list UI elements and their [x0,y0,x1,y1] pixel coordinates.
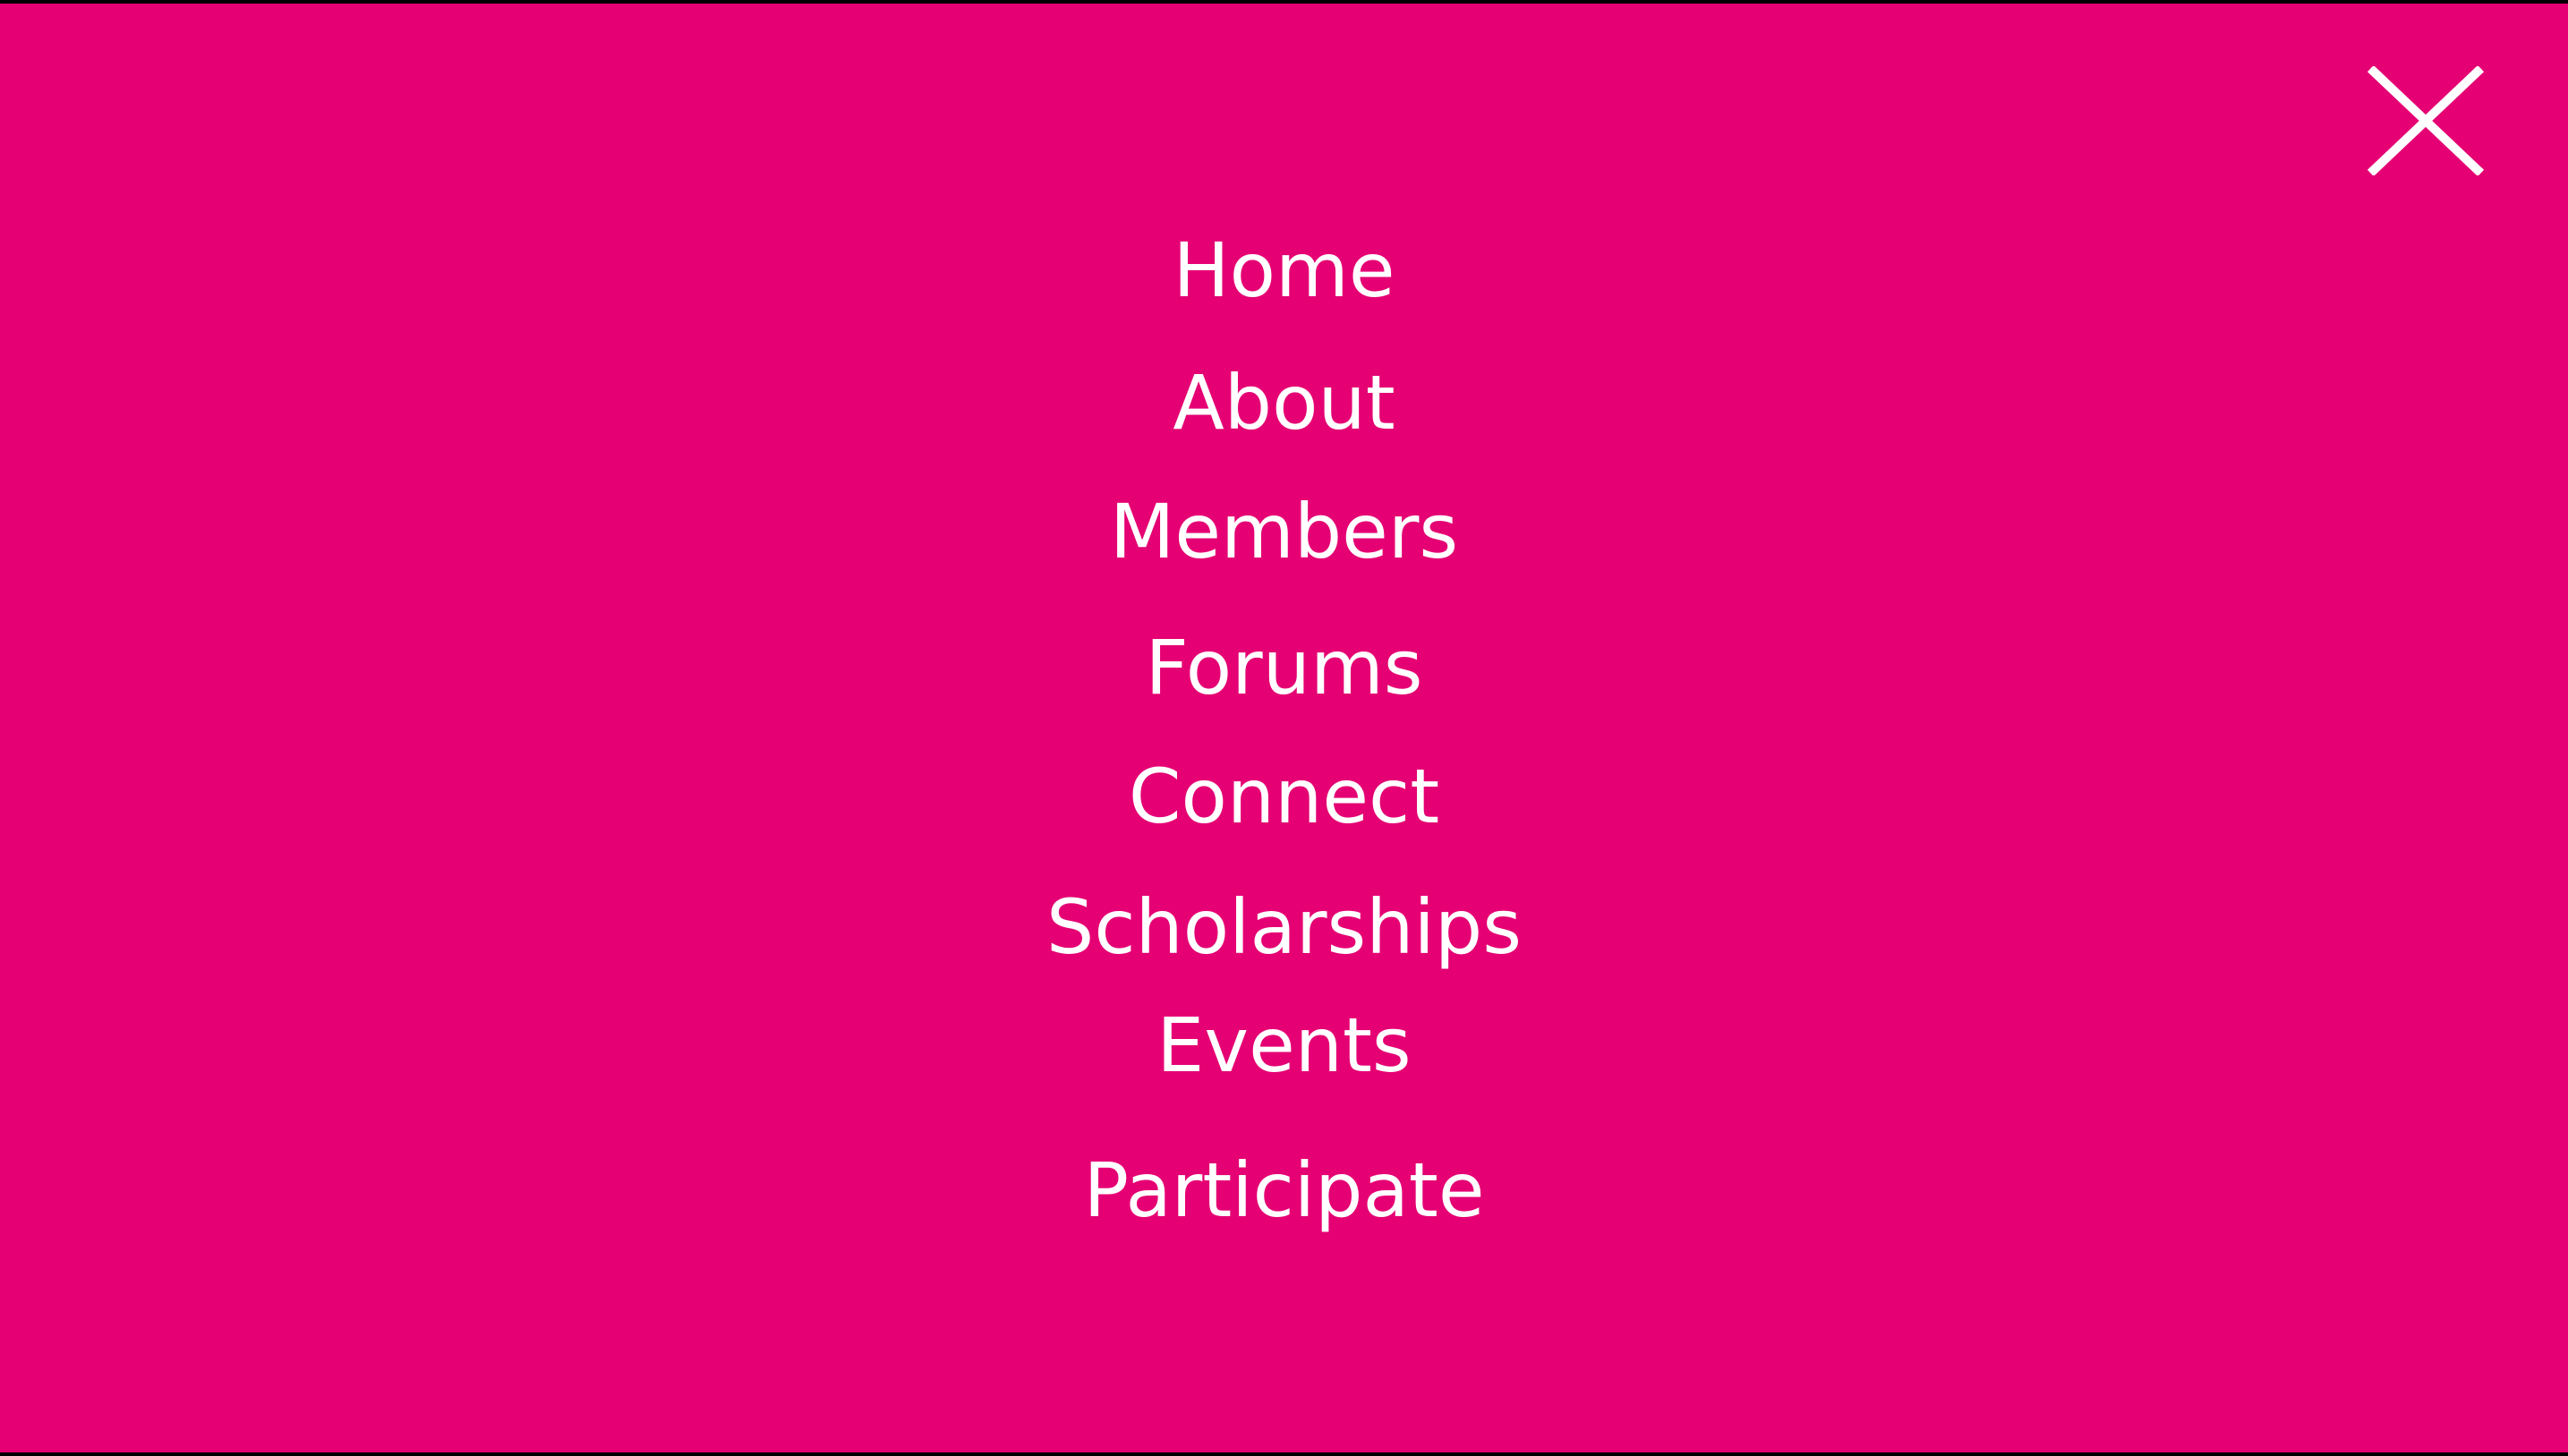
menu-overlay: Home About Members Forums Connect Schola… [0,4,2568,1452]
menu-item-home[interactable]: Home [0,226,2568,315]
close-icon [2367,66,2485,175]
menu-item-label: Scholarships [1046,883,1522,971]
menu-item-label: Connect [1128,753,1440,840]
menu-item-forums[interactable]: Forums [0,623,2568,712]
menu-item-participate[interactable]: Participate [0,1145,2568,1235]
menu-item-label: Events [1156,1001,1412,1089]
close-button[interactable] [2365,66,2487,175]
menu-item-members[interactable]: Members [0,487,2568,576]
menu-item-about[interactable]: About [0,358,2568,447]
menu-item-label: Members [1109,488,1459,575]
menu-item-label: Participate [1083,1146,1485,1234]
menu-item-connect[interactable]: Connect [0,752,2568,841]
menu-item-label: Forums [1145,624,1423,711]
menu-item-scholarships[interactable]: Scholarships [0,882,2568,972]
menu-item-label: About [1173,359,1395,447]
menu-item-label: Home [1173,226,1395,314]
menu-item-events[interactable]: Events [0,1000,2568,1090]
